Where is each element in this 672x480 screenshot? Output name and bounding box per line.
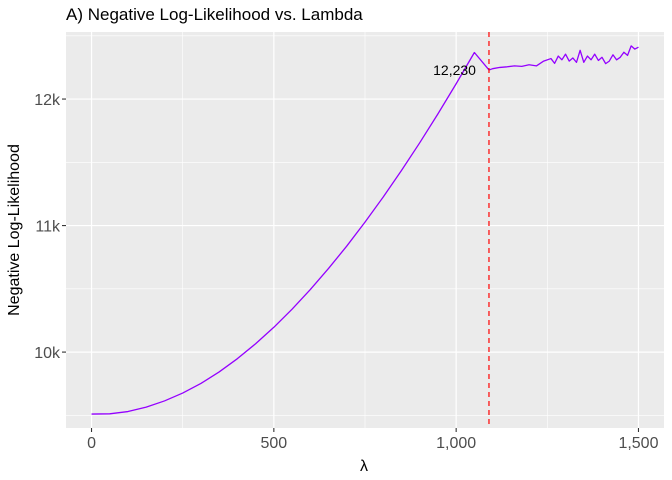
y-axis: 10k 11k 12k: [34, 92, 66, 362]
y-tick-label: 11k: [35, 219, 61, 236]
y-tick-label: 10k: [34, 345, 61, 362]
x-tick-label: 500: [260, 435, 287, 452]
x-tick-label: 0: [87, 435, 96, 452]
x-axis: 0 500 1,000 1,500: [87, 428, 659, 452]
x-tick-label: 1,000: [436, 435, 476, 452]
x-axis-title: λ: [360, 458, 368, 475]
data-series: [91, 45, 639, 415]
x-tick-label: 1,500: [618, 435, 658, 452]
y-tick-label: 12k: [34, 92, 61, 109]
series-line-0: [91, 45, 639, 415]
minor-gridlines: [66, 32, 664, 428]
chart-title: A) Negative Log-Likelihood vs. Lambda: [66, 5, 363, 24]
annotations: 12,230: [433, 62, 476, 78]
y-axis-title: Negative Log-Likelihood: [6, 144, 23, 316]
annotation-label: 12,230: [433, 62, 476, 78]
major-gridlines: [66, 32, 664, 428]
